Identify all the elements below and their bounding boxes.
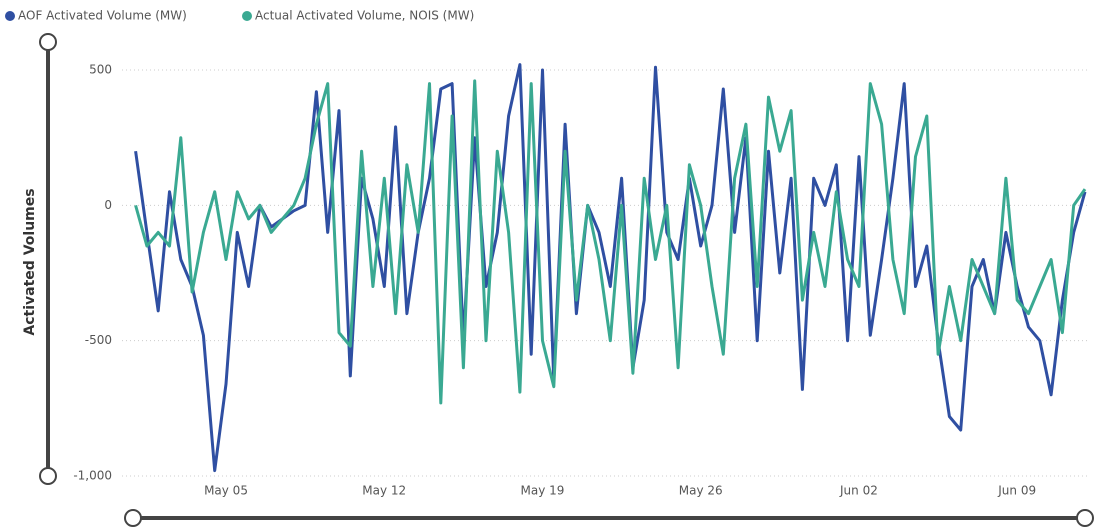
legend-label: AOF Activated Volume (MW) xyxy=(18,9,187,23)
legend-label: Actual Activated Volume, NOIS (MW) xyxy=(255,9,474,23)
y-tick-label: 0 xyxy=(104,198,112,212)
x-tick-label: Jun 09 xyxy=(997,484,1036,498)
x-tick-label: Jun 02 xyxy=(839,484,878,498)
series-line xyxy=(134,79,1087,405)
x-tick-label: May 19 xyxy=(521,484,565,498)
slider-handle[interactable] xyxy=(1076,509,1094,527)
legend-dot xyxy=(5,11,15,21)
y-tick-label: 500 xyxy=(89,63,112,77)
legend-dot xyxy=(242,11,252,21)
slider-handle[interactable] xyxy=(39,33,57,51)
x-tick-label: May 12 xyxy=(362,484,406,498)
slider-handle[interactable] xyxy=(124,509,142,527)
y-axis-title: Activated Volumes xyxy=(22,188,38,335)
x-tick-label: May 26 xyxy=(679,484,723,498)
series-line xyxy=(134,63,1087,473)
y-tick-label: -500 xyxy=(85,333,112,347)
slider-handle[interactable] xyxy=(39,467,57,485)
x-tick-label: May 05 xyxy=(204,484,248,498)
y-tick-label: -1,000 xyxy=(73,469,112,483)
